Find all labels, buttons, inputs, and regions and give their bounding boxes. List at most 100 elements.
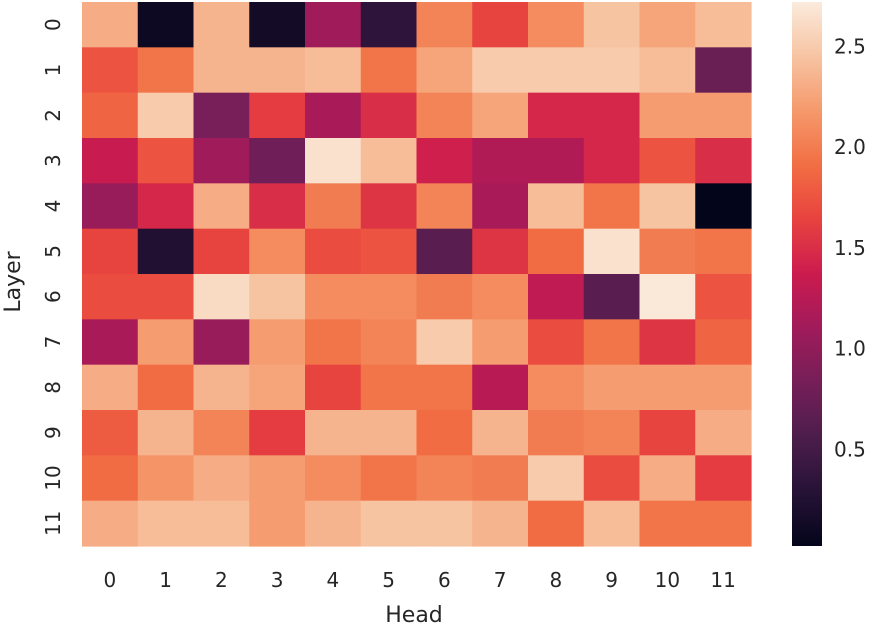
heatmap-cell (528, 228, 585, 275)
heatmap-cell (360, 274, 418, 320)
heatmap-cell (639, 92, 696, 139)
heatmap-cell (639, 500, 696, 547)
heatmap-cell (528, 138, 585, 184)
heatmap-cell (249, 455, 306, 502)
heatmap-cell (82, 455, 139, 502)
heatmap-cell (528, 183, 585, 230)
heatmap-cell (695, 500, 752, 547)
heatmap-cell (472, 228, 529, 275)
heatmap-cell (137, 364, 195, 411)
heatmap-cell (416, 500, 473, 547)
x-tick-label: 2 (215, 568, 228, 592)
heatmap-cell (305, 183, 362, 230)
heatmap-cell (695, 183, 752, 230)
heatmap-cell (82, 2, 139, 48)
heatmap-cell (193, 228, 250, 275)
heatmap-cell (360, 183, 418, 230)
heatmap-cell (82, 500, 139, 547)
heatmap-cell (193, 319, 250, 366)
heatmap-cell (583, 92, 641, 139)
heatmap-cell (249, 500, 306, 547)
heatmap-cell (249, 364, 306, 411)
heatmap-cell (137, 274, 195, 320)
heatmap-cell (360, 228, 418, 275)
x-tick-label: 6 (438, 568, 451, 592)
heatmap-cell (528, 47, 585, 94)
x-tick-label: 7 (494, 568, 507, 592)
heatmap-cell (472, 410, 529, 456)
heatmap-cell (249, 183, 306, 230)
heatmap-cell (249, 319, 306, 366)
heatmap-cell (528, 500, 585, 547)
heatmap-cell (528, 2, 585, 48)
heatmap-cell (695, 47, 752, 94)
heatmap-cell (249, 274, 306, 320)
heatmap-cell (472, 2, 529, 48)
heatmap-cell (137, 47, 195, 94)
heatmap-cell (528, 319, 585, 366)
heatmap-cell (695, 92, 752, 139)
heatmap-cell (305, 364, 362, 411)
heatmap-cell (639, 319, 696, 366)
colorbar-tick-label: 2.5 (834, 34, 866, 58)
heatmap-cell (305, 500, 362, 547)
y-tick-label: 1 (41, 64, 65, 77)
heatmap-cell (695, 2, 752, 48)
heatmap-cell (416, 319, 473, 366)
heatmap-cell (416, 92, 473, 139)
heatmap-cell (583, 183, 641, 230)
heatmap-cell (639, 274, 696, 320)
colorbar-tick-labels: 0.5 1.0 1.5 2.0 2.5 (834, 34, 866, 461)
heatmap-cell (82, 228, 139, 275)
heatmap-cell (583, 47, 641, 94)
heatmap-cell (360, 47, 418, 94)
y-tick-label: 5 (41, 245, 65, 258)
y-tick-labels: 0 1 2 3 4 5 6 7 8 9 10 11 (41, 18, 65, 536)
y-tick-label: 0 (41, 18, 65, 31)
heatmap-cell (249, 47, 306, 94)
heatmap-cell (82, 364, 139, 411)
heatmap-cell (193, 183, 250, 230)
heatmap-cell (137, 455, 195, 502)
x-tick-label: 8 (550, 568, 563, 592)
heatmap-cell (416, 455, 473, 502)
heatmap-cell (583, 274, 641, 320)
heatmap-cell (305, 410, 362, 456)
heatmap-cell (305, 319, 362, 366)
heatmap-cell (472, 500, 529, 547)
heatmap-cell (416, 2, 473, 48)
heatmap-cell (137, 138, 195, 184)
heatmap-cell (137, 500, 195, 547)
x-axis-label: Head (385, 603, 443, 628)
heatmap-cell (695, 274, 752, 320)
heatmap-cell (583, 410, 641, 456)
heatmap-cell (416, 138, 473, 184)
heatmap-cell (82, 410, 139, 456)
colorbar-tick-label: 0.5 (834, 437, 866, 461)
heatmap-cell (528, 364, 585, 411)
heatmap-cell (695, 319, 752, 366)
x-tick-label: 11 (710, 568, 735, 592)
heatmap-cell (583, 138, 641, 184)
y-tick-label: 9 (41, 426, 65, 439)
heatmap-cell (360, 455, 418, 502)
heatmap-cell (137, 228, 195, 275)
heatmap-cell (695, 455, 752, 502)
heatmap-cell (639, 455, 696, 502)
heatmap-cell (528, 274, 585, 320)
heatmap-cell (639, 364, 696, 411)
x-tick-label: 9 (605, 568, 618, 592)
heatmap-cell (360, 500, 418, 547)
y-tick-label: 6 (41, 290, 65, 303)
heatmap-cell (639, 47, 696, 94)
heatmap-cell (639, 138, 696, 184)
heatmap-cell (137, 319, 195, 366)
heatmap-cell (528, 455, 585, 502)
colorbar-tick-label: 2.0 (834, 135, 866, 159)
heatmap-cell (528, 92, 585, 139)
heatmap-cell (305, 2, 362, 48)
heatmap-cell (695, 228, 752, 275)
heatmap-cell (305, 47, 362, 94)
heatmap-cell (528, 410, 585, 456)
